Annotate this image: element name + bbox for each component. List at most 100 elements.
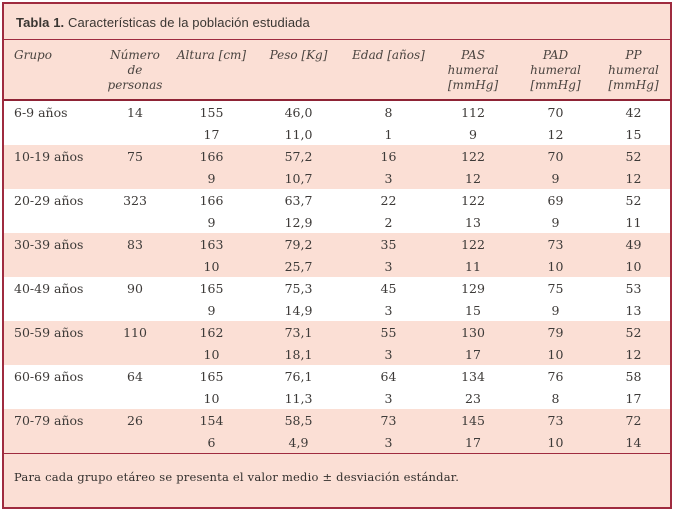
value-cell: 76	[547, 368, 564, 384]
group-label-cell: 70-79 años	[14, 412, 84, 428]
value-cell: 75	[547, 280, 564, 296]
value-cell: 134	[461, 368, 485, 384]
column-label: PP humeral	[608, 48, 659, 77]
value-cell: 73,1	[284, 324, 313, 340]
column-label: Peso [Kg]	[269, 48, 328, 62]
value-cell: 10	[547, 258, 564, 274]
value-cell: 12	[625, 346, 642, 362]
column-sublabel: [mmHg]	[447, 78, 499, 92]
value-cell: 12,9	[284, 214, 313, 230]
group-label-cell: 60-69 años	[14, 368, 84, 384]
column-label: Edad [años]	[352, 48, 425, 62]
table-row-mean: 60-69 años 64 165 76,1 64 134 76 58	[4, 365, 670, 387]
value-cell: 12	[625, 170, 642, 186]
value-cell: 3	[384, 346, 393, 362]
value-cell: 163	[199, 236, 224, 252]
group-label-cell	[4, 123, 99, 145]
table-row-mean: 6-9 años 14 155 46,0 8 112 70 42	[4, 100, 670, 123]
value-cell: 52	[625, 324, 642, 340]
value-cell: 17	[625, 390, 642, 406]
value-cell: 3	[384, 258, 393, 274]
value-cell: 122	[461, 236, 485, 252]
value-cell: 11,0	[284, 126, 313, 142]
table-row-mean: 50-59 años 110 162 73,1 55 130 79 52	[4, 321, 670, 343]
value-cell: 52	[625, 148, 642, 164]
group-label-cell: 50-59 años	[14, 324, 84, 340]
value-cell: 10	[203, 258, 220, 274]
group-label-cell	[4, 299, 99, 321]
column-label: Número de	[110, 48, 160, 77]
value-cell	[99, 123, 171, 145]
bottom-divider	[4, 453, 670, 454]
column-header-pas-humeral: PAS humeral [mmHg]	[432, 40, 514, 101]
value-cell: 129	[461, 280, 485, 296]
value-cell: 46,0	[284, 104, 313, 120]
value-cell: 17	[465, 434, 481, 450]
column-label: Grupo	[14, 48, 52, 62]
group-label-cell: 6-9 años	[14, 104, 68, 120]
value-cell: 145	[461, 412, 485, 428]
value-cell: 26	[127, 412, 143, 428]
value-cell: 3	[384, 390, 393, 406]
value-cell	[99, 299, 171, 321]
value-cell: 9	[551, 170, 560, 186]
value-cell: 52	[625, 192, 642, 208]
column-sublabel: [mmHg]	[530, 78, 581, 92]
value-cell: 10	[203, 346, 220, 362]
column-label: Altura [cm]	[176, 48, 247, 62]
value-cell: 70	[547, 148, 564, 164]
group-label-cell	[4, 431, 99, 453]
value-cell: 165	[199, 368, 224, 384]
column-header-edad: Edad [años]	[345, 40, 432, 101]
group-label-cell	[4, 211, 99, 233]
value-cell: 2	[384, 214, 393, 230]
value-cell: 3	[384, 302, 393, 318]
value-cell: 11	[465, 258, 481, 274]
value-cell	[99, 211, 171, 233]
value-cell: 58,5	[284, 412, 313, 428]
column-sublabel: [mmHg]	[608, 78, 659, 92]
column-label: PAS humeral	[447, 48, 499, 77]
value-cell: 17	[203, 126, 220, 142]
column-header-grupo: Grupo	[4, 40, 99, 101]
value-cell: 63,7	[284, 192, 313, 208]
value-cell: 122	[461, 148, 485, 164]
value-cell: 83	[127, 236, 143, 252]
value-cell: 13	[465, 214, 481, 230]
column-sublabel: personas	[107, 78, 163, 92]
value-cell: 69	[547, 192, 564, 208]
value-cell: 45	[380, 280, 397, 296]
value-cell: 155	[199, 104, 224, 120]
value-cell	[99, 387, 171, 409]
value-cell: 10	[547, 346, 564, 362]
value-cell: 70	[547, 104, 564, 120]
footnote: Para cada grupo etáreo se presenta el va…	[14, 470, 460, 484]
group-label-cell	[4, 167, 99, 189]
value-cell: 75	[127, 148, 143, 164]
value-cell: 10,7	[284, 170, 313, 186]
value-cell: 3	[384, 170, 393, 186]
value-cell: 10	[203, 390, 220, 406]
value-cell: 9	[551, 302, 560, 318]
value-cell: 18,1	[284, 346, 313, 362]
value-cell: 9	[469, 126, 477, 142]
column-header-peso: Peso [Kg]	[252, 40, 345, 101]
column-header-altura: Altura [cm]	[171, 40, 252, 101]
value-cell: 12	[465, 170, 481, 186]
value-cell: 9	[551, 214, 560, 230]
group-label-cell	[4, 343, 99, 365]
value-cell: 73	[547, 236, 564, 252]
table-row-sd: 9 14,9 3 15 9 13	[4, 299, 670, 321]
value-cell: 72	[625, 412, 642, 428]
table-row-mean: 40-49 años 90 165 75,3 45 129 75 53	[4, 277, 670, 299]
value-cell: 154	[199, 412, 224, 428]
value-cell: 79,2	[284, 236, 313, 252]
value-cell: 130	[461, 324, 485, 340]
column-header-numero-personas: Número de personas	[99, 40, 171, 101]
table-title-bar: Tabla 1. Características de la población…	[4, 4, 670, 39]
value-cell: 323	[123, 192, 147, 208]
value-cell: 14,9	[284, 302, 313, 318]
value-cell: 12	[547, 126, 564, 142]
table-row-mean: 10-19 años 75 166 57,2 16 122 70 52	[4, 145, 670, 167]
value-cell: 17	[465, 346, 481, 362]
